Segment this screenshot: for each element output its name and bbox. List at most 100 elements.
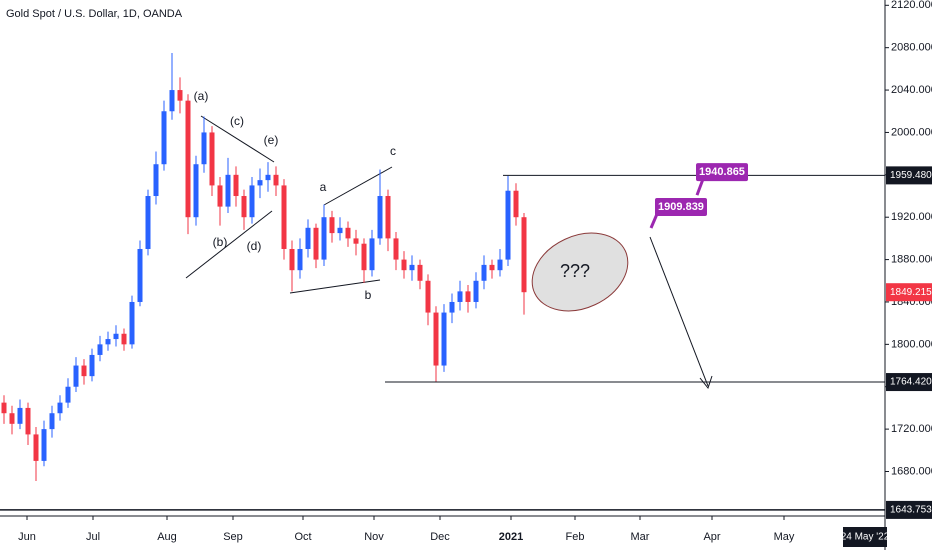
x-tick-label: Feb: [566, 531, 585, 543]
candle-body: [129, 301, 135, 345]
candle-body: [25, 407, 31, 435]
candle-body: [121, 333, 127, 345]
candle-body: [489, 264, 495, 271]
candle-body: [265, 174, 271, 181]
candle-body: [273, 174, 279, 186]
candle-body: [321, 217, 327, 260]
wave-label: (d): [247, 239, 262, 253]
x-tick-label: Oct: [294, 531, 311, 543]
arrow-line: [649, 236, 709, 387]
last-price-box: [886, 283, 932, 302]
callout-label: 1909.839: [658, 201, 704, 213]
level-label: 1959.480: [890, 170, 932, 181]
callout-pointer: [649, 213, 659, 229]
callout-pointer: [695, 178, 705, 196]
candle-body: [393, 238, 399, 260]
candle-body: [433, 312, 439, 366]
candle-body: [353, 238, 359, 244]
wave-label: a: [320, 180, 327, 194]
candle-body: [337, 227, 343, 234]
y-tick-label: 1920.000: [891, 211, 932, 223]
candle-body: [145, 196, 151, 249]
candle-body: [57, 402, 63, 414]
candle-body: [65, 386, 71, 403]
candle-body: [457, 291, 463, 302]
x-tick-label: Jun: [18, 531, 36, 543]
arrow-head: [699, 375, 713, 390]
wave-label: b: [365, 288, 372, 302]
candle-body: [305, 227, 311, 249]
candle-body: [497, 259, 503, 271]
candle-body: [241, 196, 247, 218]
candle-body: [209, 132, 215, 186]
ellipse: [531, 232, 629, 312]
x-tick-label: Apr: [703, 531, 720, 543]
y-tick-label: 2080.000: [891, 42, 932, 54]
level-label-box: [886, 373, 932, 392]
candle-body: [425, 280, 431, 313]
callout-label: 1940.865: [699, 166, 745, 178]
candle-body: [313, 227, 319, 260]
callout-box: [655, 197, 707, 216]
candle-body: [385, 196, 391, 239]
candle-body: [401, 259, 407, 271]
candle-body: [89, 354, 95, 377]
x-tick-label: Dec: [430, 531, 450, 543]
candle-body: [449, 301, 455, 313]
candle-body: [185, 100, 191, 218]
candle-body: [505, 190, 511, 260]
y-tick-label: 1880.000: [891, 253, 932, 265]
trend-line: [185, 210, 273, 279]
candle-body: [329, 217, 335, 234]
candle-body: [369, 238, 375, 271]
candle-body: [465, 291, 471, 302]
callout-box: [696, 163, 748, 182]
x-tick-label: Aug: [157, 531, 177, 543]
candle-body: [281, 185, 287, 249]
x-tick-label: Jul: [86, 531, 100, 543]
candle-body: [257, 180, 263, 186]
candle-body: [33, 434, 39, 461]
candle-body: [521, 217, 527, 293]
candle-body: [481, 264, 487, 281]
x-tick-label: 2021: [499, 531, 523, 543]
cursor-date-box: [843, 527, 887, 547]
candle-body: [49, 413, 55, 430]
cursor-date: 24 May '22: [841, 532, 890, 543]
candle-body: [81, 365, 87, 377]
x-tick-label: May: [774, 531, 795, 543]
candle-body: [9, 413, 15, 424]
y-tick-label: 2120.000: [891, 0, 932, 11]
candle-body: [201, 132, 207, 165]
candle-body: [153, 164, 159, 197]
candle-body: [73, 365, 79, 387]
candle-body: [361, 243, 367, 271]
candle-body: [169, 90, 175, 112]
candle-body: [105, 339, 111, 345]
y-tick-label: 2000.000: [891, 126, 932, 138]
level-label-box: [886, 166, 932, 185]
candle-body: [297, 248, 303, 271]
drawings: [185, 115, 713, 390]
candle-body: [345, 227, 351, 239]
candle-body: [417, 264, 423, 281]
y-tick-label: 1800.000: [891, 338, 932, 350]
candle-body: [289, 248, 295, 271]
wave-label: (a): [194, 89, 209, 103]
wave-label: (b): [213, 235, 228, 249]
candle-body: [441, 312, 447, 366]
candle-body: [217, 185, 223, 207]
last-price-label: 1849.215: [890, 287, 932, 298]
chart-title: Gold Spot / U.S. Dollar, 1D, OANDA: [6, 8, 183, 20]
question-label: ???: [560, 261, 590, 281]
candle-body: [161, 111, 167, 165]
candle-body: [137, 248, 143, 302]
candle-body: [249, 185, 255, 218]
candle-body: [233, 174, 239, 197]
candle-body: [1, 402, 7, 414]
x-tick-label: Nov: [364, 531, 384, 543]
candle-body: [409, 264, 415, 271]
trend-line: [289, 279, 381, 294]
